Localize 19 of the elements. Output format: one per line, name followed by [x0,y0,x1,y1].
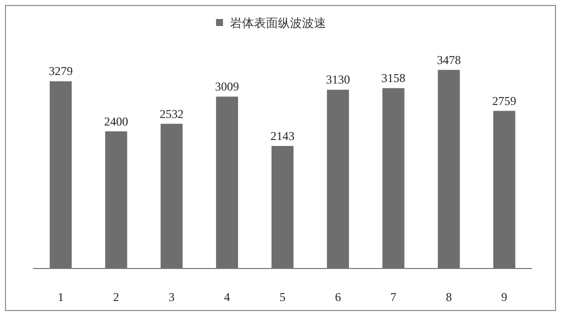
data-label: 2143 [270,128,294,143]
data-label: 3009 [215,80,240,94]
data-label: 2532 [160,106,184,121]
x-tick-label: 2 [113,290,120,304]
legend: 岩体表面纵波波速 [216,16,326,30]
data-label: 3279 [48,64,73,78]
data-label: 2400 [104,114,128,128]
x-tick-label: 6 [334,290,341,304]
x-tick-label: 1 [58,290,64,304]
x-tick-label: 3 [168,290,175,304]
x-tick-label: 5 [280,290,286,304]
x-tick-label: 9 [501,290,508,304]
x-tick-label: 4 [224,290,230,304]
x-tick-label: 7 [390,290,396,304]
data-label: 3478 [436,52,461,67]
data-label: 2759 [492,94,516,108]
data-label: 3130 [326,72,350,87]
data-label: 3158 [381,71,406,86]
x-tick-label: 8 [446,290,452,304]
